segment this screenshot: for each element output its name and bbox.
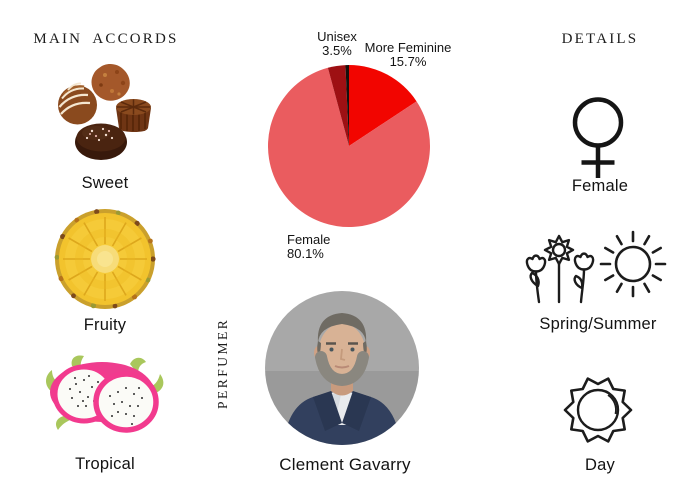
perfumer-photo (265, 291, 419, 445)
pie-slice-more-feminine (349, 65, 417, 146)
pie-label-female-value: 80.1% (287, 245, 324, 261)
pie-label-more-feminine-value: 15.7% (389, 53, 427, 69)
pie-label-female: Female 80.1% (287, 233, 377, 260)
pie-label-female-name: Female (287, 232, 331, 247)
pie-slice-female (268, 67, 430, 227)
detail-label-gender: Female (571, 177, 629, 195)
pie-label-more-feminine-name: More Feminine (364, 40, 452, 55)
accord-label-fruity: Fruity (83, 316, 127, 334)
pie-label-unisex: Unisex 3.5% (297, 30, 377, 57)
gender-pie-chart (268, 65, 430, 227)
pie-slice-unisex (327, 65, 349, 146)
female-symbol-icon (572, 97, 624, 178)
flowers-and-sun-icons (525, 230, 667, 304)
detail-label-time: Day (585, 456, 615, 474)
perfumer-heading: PERFUMER (215, 317, 230, 409)
pie-label-more-feminine: More Feminine 15.7% (338, 41, 478, 68)
main-accords-heading: MAIN ACCORDS (33, 31, 179, 47)
details-heading: DETAILS (561, 31, 639, 47)
pie-slice-other (345, 65, 349, 146)
accord-label-tropical: Tropical (75, 455, 135, 473)
detail-label-season: Spring/Summer (539, 315, 657, 333)
pie-label-unisex-name: Unisex (317, 29, 357, 44)
dragon-fruit-image (46, 355, 164, 433)
perfumer-name: Clement Gavarry (279, 455, 411, 474)
pie-label-unisex-value: 3.5% (322, 42, 352, 58)
pineapple-slice-image (54, 209, 156, 309)
chocolates-image (58, 63, 151, 160)
accord-label-sweet: Sweet (81, 174, 129, 192)
day-sun-icon (563, 377, 633, 443)
